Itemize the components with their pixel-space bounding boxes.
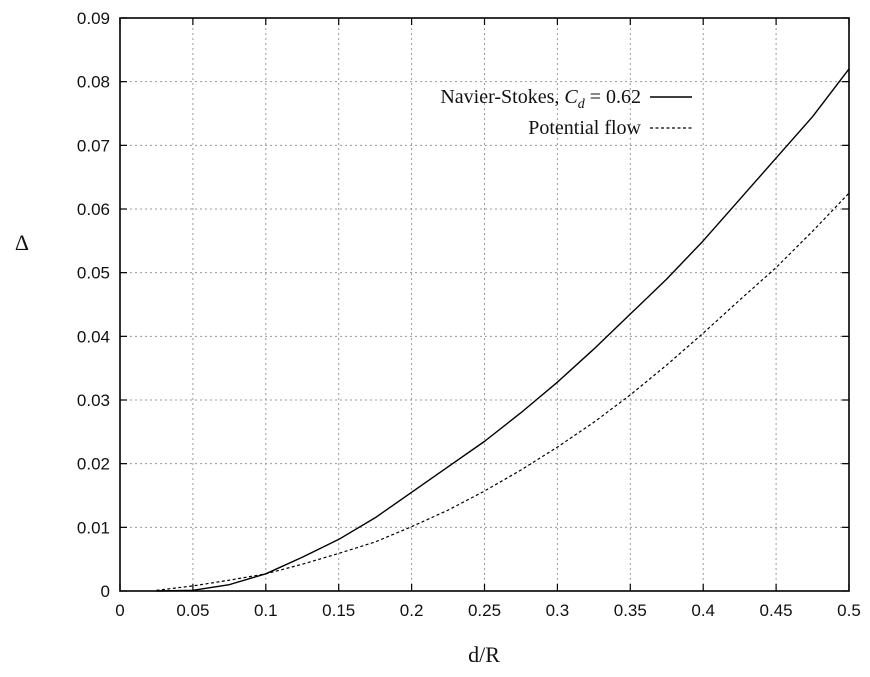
y-tick-label: 0.05	[77, 264, 110, 283]
legend: Navier-Stokes, Cd = 0.62 Potential flow	[440, 86, 692, 139]
x-axis-label: d/R	[468, 642, 500, 667]
y-tick-label: 0.01	[77, 518, 110, 537]
y-tick-label: 0.04	[77, 327, 110, 346]
x-tick-label: 0.25	[468, 601, 501, 620]
grid	[120, 18, 849, 591]
y-axis-label: Δ	[15, 230, 29, 255]
y-tick-label: 0.07	[77, 136, 110, 155]
x-tick-label: 0.1	[254, 601, 278, 620]
series-line-navier-stokes	[156, 68, 850, 592]
legend-navier-math-base: C	[564, 86, 578, 108]
legend-navier-math-sub: d	[578, 97, 586, 112]
series-lines	[156, 68, 850, 592]
x-tick-label: 0.5	[837, 601, 861, 620]
legend-navier-prefix: Navier-Stokes,	[440, 86, 564, 108]
x-tick-label: 0.4	[691, 601, 715, 620]
legend-label-potential-flow: Potential flow	[528, 117, 641, 139]
x-tick-label: 0.05	[176, 601, 209, 620]
y-tick-label: 0.06	[77, 200, 110, 219]
x-tick-label: 0.45	[760, 601, 793, 620]
x-tick-label: 0	[115, 601, 124, 620]
x-tick-label: 0.15	[322, 601, 355, 620]
x-tick-label: 0.2	[400, 601, 424, 620]
legend-label-navier-stokes: Navier-Stokes, Cd = 0.62	[440, 86, 641, 112]
y-tick-label: 0.02	[77, 455, 110, 474]
x-tick-label: 0.3	[546, 601, 570, 620]
y-tick-label: 0.03	[77, 391, 110, 410]
x-tick-label: 0.35	[614, 601, 647, 620]
y-tick-label: 0	[101, 582, 110, 601]
axis-ticks: 0 0.05 0.1 0.15 0.2 0.25 0.3 0.35 0.4 0.45 0.5 0 0.0…	[77, 9, 861, 620]
y-tick-label: 0.08	[77, 73, 110, 92]
series-line-potential-flow	[156, 192, 850, 591]
legend-navier-suffix: = 0.62	[585, 86, 641, 108]
y-tick-label: 0.09	[77, 9, 110, 28]
